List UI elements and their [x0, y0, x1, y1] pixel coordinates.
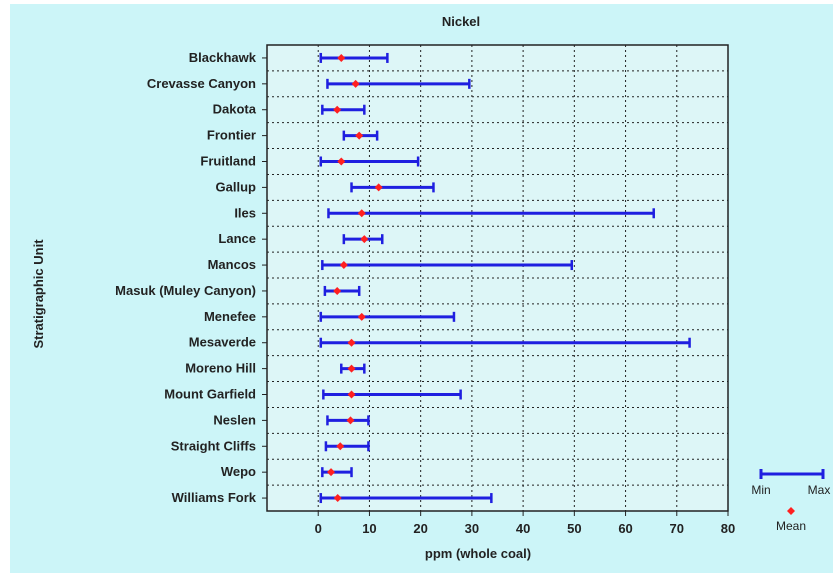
- x-axis-ticks: 0 10 20 30 40 50 60 70 80: [315, 511, 735, 536]
- category-label: Crevasse Canyon: [147, 76, 256, 91]
- mean-marker: [337, 157, 346, 166]
- plot-border: [266, 44, 729, 512]
- mean-marker: [346, 416, 355, 425]
- chart-frame: Nickel 0 10 20 30 40 50 60 70 80 Blackhawk Crevas…: [10, 4, 833, 573]
- x-tick-label: 10: [362, 521, 376, 536]
- category-label: Dakota: [213, 102, 257, 117]
- y-axis-categories: Blackhawk Crevasse Canyon Dakota Frontier Fr…: [115, 50, 267, 505]
- gridlines: [267, 45, 729, 511]
- range-bars: [319, 52, 691, 504]
- category-label: Moreno Hill: [185, 361, 256, 376]
- category-label: Lance: [218, 231, 256, 246]
- x-tick-label: 40: [516, 521, 530, 536]
- legend: Min Max Mean: [751, 469, 830, 533]
- x-tick-label: 20: [413, 521, 427, 536]
- category-label: Mesaverde: [189, 335, 256, 350]
- mean-marker: [347, 390, 356, 399]
- x-tick-label: 30: [465, 521, 479, 536]
- x-axis-label: ppm (whole coal): [425, 546, 531, 561]
- x-tick-label: 80: [721, 521, 735, 536]
- legend-max-label: Max: [808, 483, 831, 497]
- legend-min-label: Min: [751, 483, 770, 497]
- legend-mean-diamond: [787, 507, 795, 515]
- mean-markers: [327, 53, 383, 503]
- mean-marker: [347, 338, 356, 347]
- x-tick-label: 60: [618, 521, 632, 536]
- category-label: Mount Garfield: [164, 387, 256, 402]
- category-label: Straight Cliffs: [171, 438, 256, 453]
- mean-marker: [347, 364, 356, 373]
- nickel-range-chart: Nickel 0 10 20 30 40 50 60 70 80 Blackhawk Crevas…: [31, 14, 830, 561]
- mean-marker: [333, 494, 342, 503]
- category-label: Wepo: [221, 464, 256, 479]
- x-tick-label: 70: [670, 521, 684, 536]
- mean-marker: [339, 261, 348, 270]
- mean-marker: [357, 209, 366, 218]
- x-tick-label: 50: [567, 521, 581, 536]
- category-label: Neslen: [213, 412, 256, 427]
- chart-title: Nickel: [442, 14, 480, 29]
- category-label: Menefee: [204, 309, 256, 324]
- y-axis-label: Stratigraphic Unit: [31, 239, 46, 349]
- category-label: Iles: [234, 205, 256, 220]
- mean-marker: [374, 183, 383, 192]
- legend-mean-label: Mean: [776, 519, 806, 533]
- mean-marker: [357, 312, 366, 321]
- category-label: Williams Fork: [172, 490, 257, 505]
- mean-marker: [333, 105, 342, 114]
- mean-marker: [360, 235, 369, 244]
- category-label: Frontier: [207, 128, 256, 143]
- category-label: Blackhawk: [189, 50, 257, 65]
- mean-marker: [355, 131, 364, 140]
- mean-marker: [333, 286, 342, 295]
- category-label: Mancos: [208, 257, 256, 272]
- category-label: Masuk (Muley Canyon): [115, 283, 256, 298]
- mean-marker: [336, 442, 345, 451]
- mean-marker: [351, 79, 360, 88]
- x-tick-label: 0: [315, 521, 322, 536]
- category-label: Gallup: [216, 179, 257, 194]
- category-label: Fruitland: [200, 154, 256, 169]
- mean-marker: [337, 53, 346, 62]
- mean-marker: [327, 468, 336, 477]
